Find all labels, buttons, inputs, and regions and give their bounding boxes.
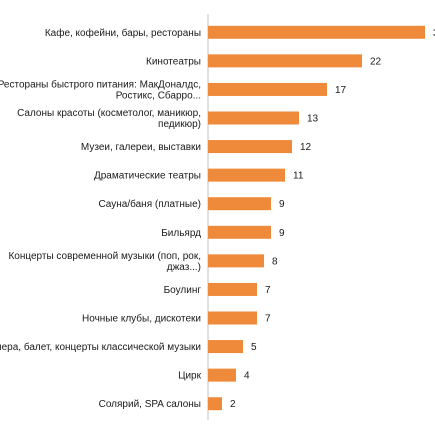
category-label: Ночные клубы, дискотеки bbox=[82, 313, 201, 325]
category-label-line: Кафе, кофейни, бары, рестораны bbox=[45, 27, 201, 39]
category-label-line: педикюр) bbox=[158, 119, 201, 130]
bar bbox=[208, 140, 292, 154]
category-label: Концерты современной музыки (поп, рок, дж… bbox=[8, 251, 201, 273]
category-label-line: Боулинг bbox=[164, 285, 202, 296]
category-label: Солярий, SPA салоны bbox=[99, 399, 201, 410]
value-label: 7 bbox=[265, 314, 271, 325]
bar bbox=[208, 311, 257, 325]
bar bbox=[208, 82, 327, 96]
bar bbox=[208, 282, 257, 296]
bars bbox=[208, 25, 425, 411]
category-label: Рестораны быстрого питания: МакДоналдс, Р… bbox=[0, 78, 201, 101]
value-label: 9 bbox=[279, 228, 285, 239]
category-label: Опера, балет, концерты классической музы… bbox=[0, 341, 201, 353]
category-label-line: Кинотеатры bbox=[146, 56, 201, 67]
value-labels: 31 22 17 13 12 11 9 9 8 7 7 5 4 2 bbox=[230, 28, 435, 410]
category-label: Боулинг bbox=[164, 285, 202, 296]
value-label: 4 bbox=[244, 371, 250, 382]
value-label: 2 bbox=[230, 399, 236, 410]
value-label: 22 bbox=[370, 56, 382, 67]
category-label-line: Опера, балет, концерты классической музы… bbox=[0, 341, 201, 353]
bar bbox=[208, 368, 236, 382]
category-label: Драматические театры bbox=[94, 171, 201, 182]
value-label: 17 bbox=[335, 85, 347, 96]
category-label-line: Концерты современной музыки (поп, рок, bbox=[8, 251, 201, 262]
value-label: 13 bbox=[307, 114, 319, 125]
bar bbox=[208, 54, 362, 68]
bar bbox=[208, 168, 285, 182]
value-label: 7 bbox=[265, 285, 271, 296]
value-label: 8 bbox=[272, 256, 278, 267]
bar bbox=[208, 25, 425, 39]
category-label-line: Цирк bbox=[178, 371, 202, 382]
bar bbox=[208, 254, 264, 268]
value-label: 11 bbox=[293, 171, 304, 182]
category-label-line: Рестораны быстрого питания: МакДоналдс, bbox=[0, 78, 201, 90]
category-label: Цирк bbox=[178, 371, 202, 382]
category-labels: Кафе, кофейни, бары, рестораны Кинотеатры… bbox=[0, 27, 202, 410]
category-label-line: Солярий, SPA салоны bbox=[99, 399, 201, 410]
category-label-line: Ростикс, Сбарро... bbox=[116, 89, 201, 101]
value-label: 5 bbox=[251, 342, 257, 353]
value-label: 12 bbox=[300, 142, 312, 153]
category-label-line: Бильярд bbox=[161, 228, 201, 239]
category-label-line: Музеи, галереи, выставки bbox=[81, 142, 201, 153]
bar bbox=[208, 397, 222, 411]
category-label-line: Драматические театры bbox=[94, 171, 201, 182]
category-label: Кафе, кофейни, бары, рестораны bbox=[45, 27, 201, 39]
category-label: Бильярд bbox=[161, 228, 201, 239]
category-label: Музеи, галереи, выставки bbox=[81, 142, 201, 153]
bar bbox=[208, 111, 299, 125]
category-label: Кинотеатры bbox=[146, 56, 201, 67]
category-label-line: Салоны красоты (косметолог, маникюр, bbox=[17, 108, 201, 119]
category-label-line: Сауна/баня (платные) bbox=[98, 198, 201, 210]
category-label: Сауна/баня (платные) bbox=[98, 198, 201, 210]
category-label-line: Ночные клубы, дискотеки bbox=[82, 313, 201, 325]
bar bbox=[208, 225, 271, 239]
category-label-line: джаз...) bbox=[167, 262, 201, 273]
value-label: 9 bbox=[279, 199, 285, 210]
bar bbox=[208, 340, 243, 354]
value-label: 31 bbox=[433, 28, 435, 39]
category-label: Салоны красоты (косметолог, маникюр, педи… bbox=[17, 108, 201, 130]
bar bbox=[208, 197, 271, 211]
